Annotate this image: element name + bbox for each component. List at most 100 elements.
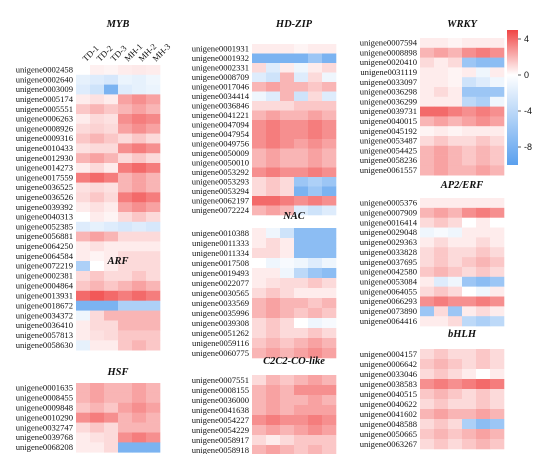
panel-ap2-erf: AP2/ERFunigene0005376unigene0007909unige… bbox=[360, 180, 505, 327]
heatmap-cell bbox=[462, 145, 477, 156]
heatmap-cell bbox=[90, 241, 105, 252]
row-label: unigene0005376 bbox=[360, 198, 418, 208]
heatmap-cell bbox=[434, 207, 449, 218]
heatmap-cell bbox=[146, 310, 161, 321]
heatmap-cell bbox=[420, 106, 435, 117]
heatmap-cell bbox=[90, 212, 105, 223]
heatmap-cell bbox=[490, 389, 505, 400]
heatmap-cell bbox=[146, 74, 161, 85]
heatmap-cell bbox=[490, 155, 505, 166]
heatmap-cell bbox=[322, 167, 337, 178]
heatmap-cell bbox=[420, 286, 435, 297]
heatmap-cell bbox=[308, 110, 323, 121]
heatmap-cell bbox=[476, 349, 491, 360]
heatmap-cell bbox=[420, 96, 435, 107]
heatmap-cell bbox=[448, 359, 463, 370]
heatmap-cell bbox=[476, 87, 491, 98]
heatmap-cell bbox=[132, 290, 147, 301]
heatmap-cell bbox=[90, 271, 105, 282]
heatmap-cell bbox=[448, 165, 463, 176]
heatmap-cell bbox=[462, 266, 477, 278]
row-label: unigene0039768 bbox=[16, 432, 73, 442]
heatmap-cell bbox=[252, 53, 267, 64]
row-label: unigene0001932 bbox=[192, 53, 249, 63]
heatmap-cell bbox=[146, 340, 161, 351]
heatmap-cell bbox=[266, 158, 281, 168]
row-label: unigene0058917 bbox=[192, 435, 250, 445]
heatmap-cell bbox=[252, 196, 267, 206]
heatmap-cell bbox=[420, 47, 435, 58]
heatmap-cell bbox=[266, 268, 281, 279]
heatmap-cell bbox=[280, 167, 295, 178]
heatmap-cell bbox=[462, 38, 477, 49]
heatmap-cell bbox=[448, 306, 463, 317]
heatmap-cell bbox=[90, 300, 105, 311]
heatmap-cell bbox=[476, 409, 491, 420]
row-label: unigene0064584 bbox=[16, 251, 74, 261]
heatmap-cell bbox=[462, 217, 477, 228]
row-label: unigene0040313 bbox=[16, 212, 73, 222]
heatmap-cell bbox=[76, 104, 91, 115]
row-label: unigene0018672 bbox=[16, 300, 73, 310]
heatmap-cell bbox=[462, 349, 477, 360]
heatmap-cell bbox=[434, 96, 449, 107]
heatmap-cell bbox=[294, 129, 309, 140]
heatmap-cell bbox=[490, 237, 505, 248]
heatmap-cell bbox=[146, 192, 161, 203]
row-label: unigene0034414 bbox=[192, 91, 250, 101]
row-label: unigene0066293 bbox=[360, 296, 417, 306]
heatmap-cell bbox=[252, 44, 267, 54]
heatmap-cell bbox=[104, 383, 119, 394]
heatmap-cell bbox=[132, 320, 147, 331]
heatmap-cell bbox=[294, 308, 309, 319]
heatmap-cell bbox=[490, 145, 505, 156]
heatmap-cell bbox=[420, 227, 435, 238]
heatmap-cell bbox=[266, 177, 281, 187]
heatmap-cell bbox=[280, 63, 295, 73]
panel-bhlh: bHLHunigene0004157unigene0006642unigene0… bbox=[360, 329, 505, 450]
heatmap-cell bbox=[118, 330, 133, 341]
heatmap-cell bbox=[476, 57, 491, 68]
heatmap-cell bbox=[252, 338, 267, 349]
heatmap-cell bbox=[90, 432, 105, 443]
heatmap-cell bbox=[294, 53, 309, 64]
heatmap-cell bbox=[322, 228, 337, 239]
heatmap-cell bbox=[90, 383, 105, 394]
heatmap-cell bbox=[294, 44, 309, 54]
heatmap-cell bbox=[266, 385, 281, 396]
heatmap-cell bbox=[252, 101, 267, 111]
heatmap-cell bbox=[280, 101, 295, 111]
row-label: unigene0012930 bbox=[16, 153, 73, 163]
heatmap-cell bbox=[448, 136, 463, 147]
heatmap-cell bbox=[476, 126, 491, 137]
heatmap-cell bbox=[294, 385, 309, 396]
row-label: unigene0060775 bbox=[192, 348, 249, 358]
row-label: unigene0032747 bbox=[16, 422, 74, 432]
heatmap-cell bbox=[476, 276, 491, 287]
panel-title: ARF bbox=[106, 256, 128, 267]
panel-title: AP2/ERF bbox=[440, 180, 484, 191]
heatmap-cell bbox=[322, 53, 337, 64]
heatmap-cell bbox=[104, 65, 119, 76]
heatmap-cell bbox=[132, 104, 147, 115]
heatmap-cell bbox=[476, 227, 491, 238]
heatmap-cell bbox=[266, 338, 281, 349]
heatmap-cell bbox=[462, 106, 477, 117]
row-label: unigene0001931 bbox=[192, 43, 249, 53]
heatmap-cell bbox=[448, 47, 463, 58]
row-label: unigene0051262 bbox=[192, 328, 249, 338]
row-label: unigene0062197 bbox=[192, 195, 250, 205]
heatmap-cell bbox=[322, 288, 337, 299]
heatmap-cell bbox=[462, 316, 477, 327]
heatmap-cell bbox=[76, 84, 91, 95]
heatmap-cell bbox=[118, 114, 133, 125]
row-label: unigene0008155 bbox=[192, 385, 249, 395]
heatmap-cell bbox=[476, 399, 491, 410]
row-label: unigene0039731 bbox=[360, 106, 417, 116]
heatmap-cell bbox=[420, 207, 435, 218]
heatmap-cell bbox=[308, 120, 323, 130]
heatmap-cell bbox=[420, 217, 435, 228]
heatmap-cell bbox=[294, 120, 309, 130]
panel-title: HSF bbox=[106, 367, 128, 378]
heatmap-cell bbox=[308, 205, 323, 216]
